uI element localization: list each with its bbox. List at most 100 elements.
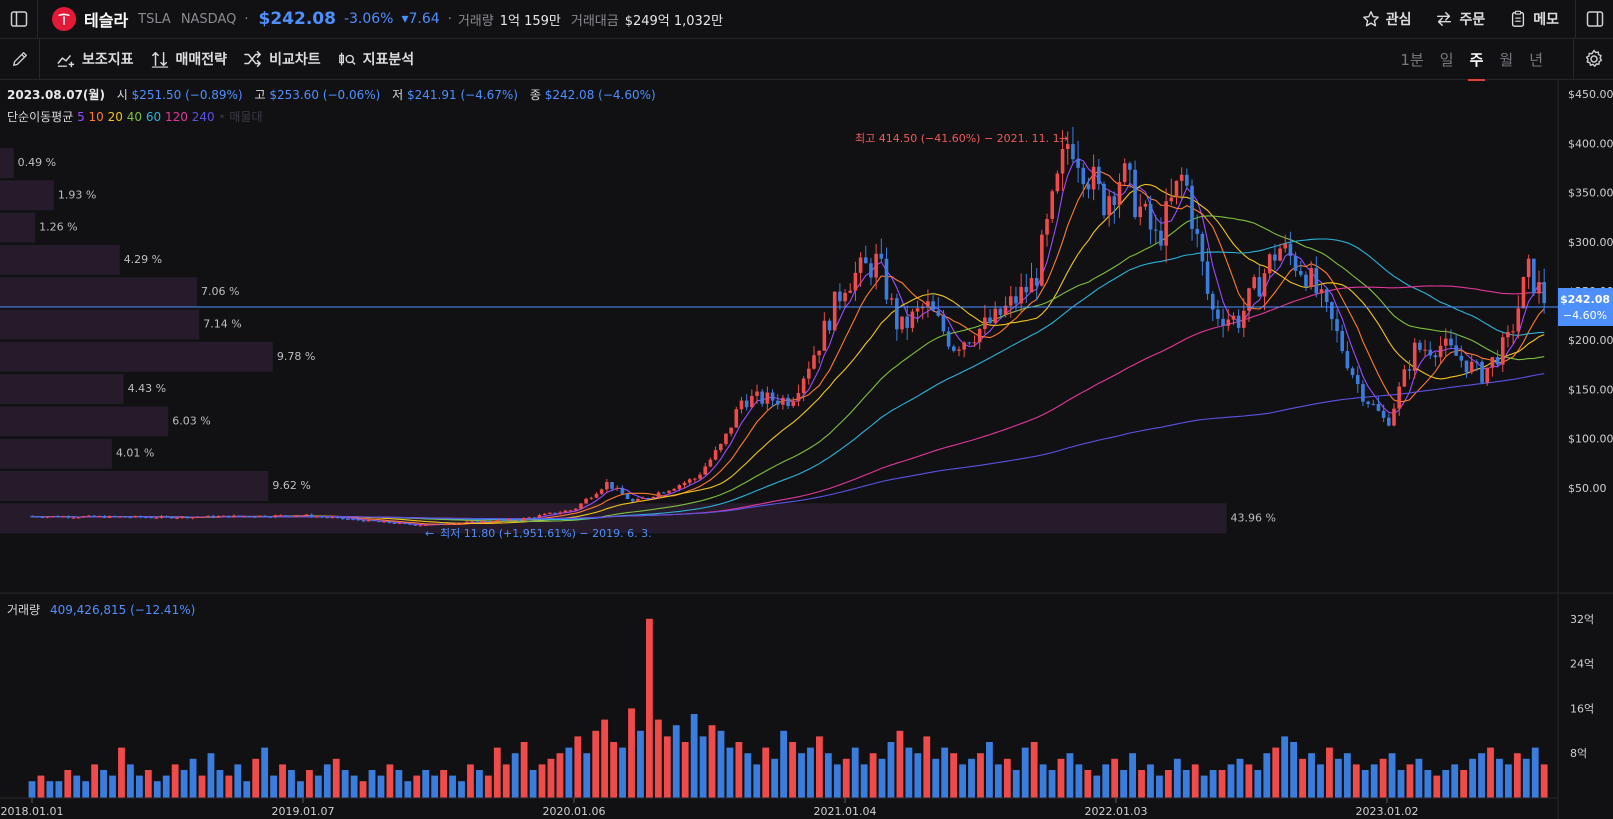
candle-body [1076, 159, 1080, 168]
y-tick-label: $300.00 [1568, 236, 1613, 249]
volume-profile-label: 4.01 % [116, 447, 154, 460]
exchange: NASDAQ [180, 11, 237, 27]
ma-legend[interactable]: 단순이동평균 5 10 20 40 60 120 240 • 매물대 [7, 110, 263, 124]
y-tick-label: $200.00 [1568, 334, 1613, 347]
volume-bar [1218, 770, 1226, 798]
ma-120: 120 [164, 110, 188, 124]
indicator-analysis-button[interactable]: 지표분석 [337, 49, 414, 69]
compare-chart-button[interactable]: 비교차트 [243, 49, 321, 69]
candle-body [1014, 296, 1018, 304]
candle-body [879, 253, 884, 259]
candle-body [128, 517, 133, 519]
candle-body [1179, 174, 1184, 181]
volume-bar [386, 764, 394, 798]
volume-bar [735, 742, 743, 798]
candle-body [1153, 229, 1158, 231]
order-label: 주문 [1459, 12, 1486, 28]
shuffle-icon [244, 51, 261, 67]
candle-body [1387, 417, 1391, 426]
volume-bar [261, 747, 269, 798]
candle-body [351, 519, 355, 521]
memo-button[interactable]: 메모 [1509, 9, 1559, 29]
candle-body [662, 492, 666, 494]
candle-body [967, 342, 972, 344]
candle-body [242, 516, 247, 518]
sidebar-icon [10, 11, 27, 27]
candle-body [1345, 351, 1350, 369]
ohlc-info: 2023.08.07(월) 시 $251.50 (−0.89%) 고 $253.… [7, 86, 656, 103]
volume-bar [100, 770, 107, 798]
volume-bar [1075, 764, 1083, 798]
ma-5: 5 [77, 110, 85, 124]
volume-bar [1478, 753, 1485, 798]
volume-bar [1129, 753, 1136, 798]
volume-bar [994, 764, 1002, 798]
candle-body [465, 521, 469, 523]
candle-body [315, 516, 319, 518]
gear-icon [1585, 49, 1602, 67]
candle-body [133, 516, 138, 518]
volume-bar [824, 753, 832, 798]
candle-body [1542, 282, 1546, 304]
period-1min[interactable]: 1분 [1400, 50, 1424, 69]
candle-body [170, 516, 174, 519]
order-button[interactable]: 주문 [1435, 9, 1485, 29]
volume-bar [297, 781, 304, 798]
candle-body [45, 516, 50, 518]
candle-body [895, 298, 899, 330]
volume-profile-label: 7.06 % [201, 285, 239, 298]
period-year[interactable]: 년 [1529, 50, 1543, 69]
candle-body [190, 517, 195, 519]
candle-body [1324, 289, 1329, 303]
candle-body [791, 401, 796, 406]
drawing-tool-button[interactable] [0, 39, 40, 79]
strategy-button[interactable]: 매매전략 [150, 49, 227, 69]
period-month[interactable]: 월 [1499, 50, 1514, 69]
volume-bar [663, 736, 671, 798]
ma-40: 40 [126, 110, 143, 124]
volume-bar [914, 753, 922, 798]
ohlc-date: 2023.08.07(월) [7, 88, 105, 102]
candle-body [843, 292, 847, 302]
candle-body [283, 515, 288, 517]
change-amount: ▾7.64 [401, 11, 440, 27]
watchlist-button[interactable]: 관심 [1362, 9, 1411, 29]
volume-bar [538, 764, 546, 798]
candle-body [1112, 196, 1117, 205]
volume-bar [118, 747, 125, 798]
candle-body [387, 521, 392, 524]
candle-body [667, 490, 671, 493]
volume-profile-label: 0.49 % [18, 156, 56, 169]
period-week[interactable]: 주 [1467, 50, 1486, 81]
candle-body [1107, 196, 1111, 216]
candle-body [237, 515, 241, 517]
candle-body [589, 497, 594, 499]
volume-bar [1102, 764, 1110, 798]
candle-body [1133, 169, 1137, 218]
sidebar-toggle-button[interactable] [0, 0, 38, 38]
candle-magnifier-icon [338, 52, 356, 66]
volume-bar [55, 781, 63, 798]
candle-body [1283, 243, 1288, 249]
candle-body [1506, 331, 1510, 338]
period-day[interactable]: 일 [1439, 50, 1454, 69]
volume-bar [153, 781, 161, 798]
current-price-tag-pct: −4.60% [1563, 309, 1607, 322]
candle-body [1148, 203, 1153, 230]
volume-bar [1522, 758, 1530, 798]
candle-body [491, 521, 495, 523]
candle-body [874, 253, 878, 278]
candle-body [221, 515, 226, 517]
side-panel-toggle-button[interactable] [1575, 0, 1613, 38]
ma-line-5 [31, 158, 1545, 526]
indicator-button[interactable]: 보조지표 [56, 49, 134, 69]
candle-body [1412, 342, 1417, 371]
volume-profile-label: 7.14 % [203, 318, 241, 331]
candle-body [123, 516, 128, 518]
volume-bar [279, 764, 286, 798]
candle-body [993, 308, 998, 323]
candle-body [325, 517, 329, 519]
candle-body [900, 316, 904, 330]
chart-settings-button[interactable] [1573, 39, 1613, 79]
candle-body [118, 516, 122, 518]
